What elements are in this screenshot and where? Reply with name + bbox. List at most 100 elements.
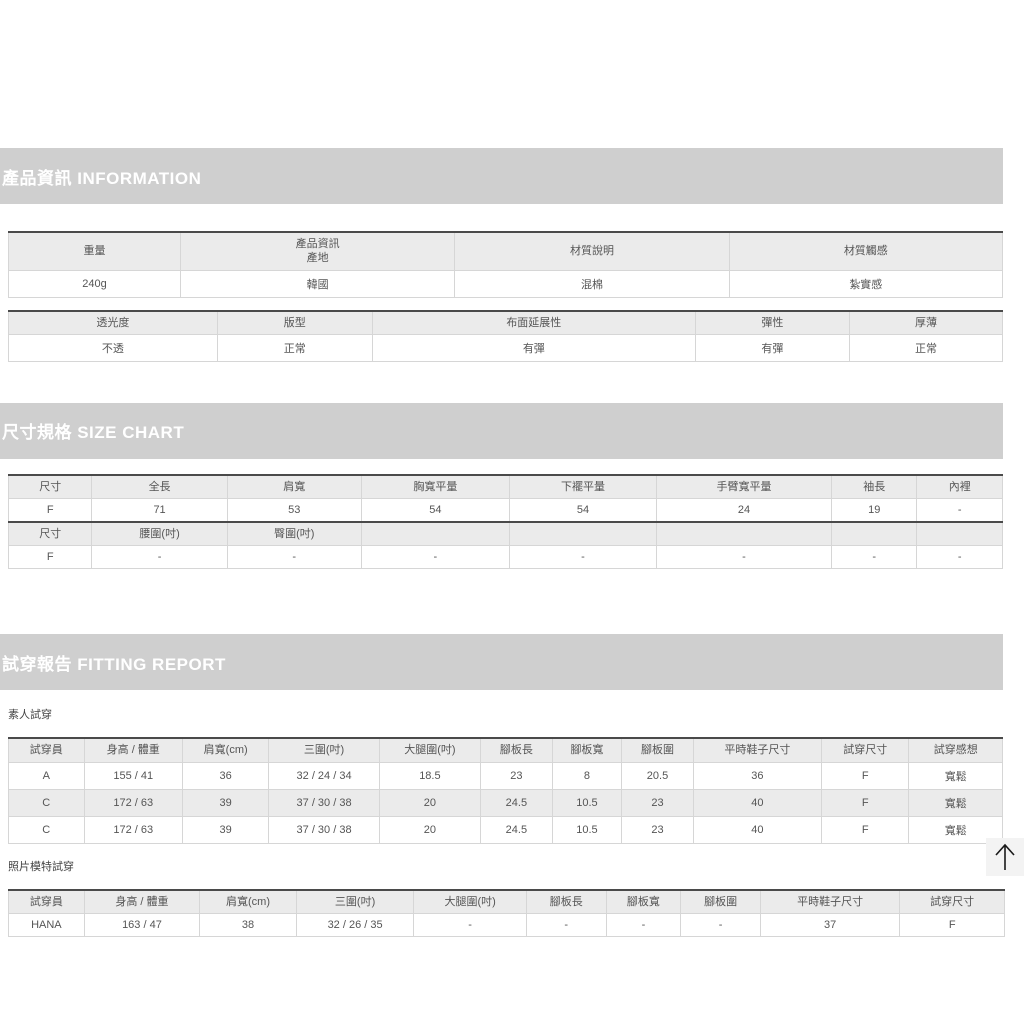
model-fitting-table-wrap: 試穿員 身高 / 體重 肩寬(cm) 三圍(吋) 大腿圍(吋) 腳板長 腳板寬 腳板圍 平時鞋子… (8, 888, 1005, 938)
table-cell: 23 (621, 815, 694, 844)
table-cell: - (830, 545, 918, 570)
table-cell: 40 (692, 815, 823, 844)
table-cell: 54 (508, 498, 658, 523)
table-cell: 155 / 41 (83, 761, 183, 790)
table-row: A 155 / 41 36 32 / 24 / 34 18.5 23 8 20.5 36 F 寬鬆 (8, 761, 1003, 790)
table-cell: - (525, 913, 607, 938)
table-cell: 37 / 30 / 38 (268, 788, 380, 817)
column-header-cell: 肩寬 (226, 474, 362, 500)
table-row: 不透 正常 有彈 有彈 正常 (8, 333, 1004, 362)
column-header-cell (656, 521, 832, 547)
column-header-cell: 彈性 (694, 310, 850, 335)
table-cell: 37 (759, 913, 901, 938)
table-cell: 20 (378, 788, 482, 817)
table-cell: 寬鬆 (908, 815, 1003, 844)
table-cell: 18.5 (378, 761, 482, 790)
table-cell: 韓國 (179, 269, 456, 298)
section-header-fitting-report: 試穿報告 FITTING REPORT (0, 634, 1003, 691)
table-header-row: 試穿員 身高 / 體重 肩寬(cm) 三圍(吋) 大腿圍(吋) 腳板長 腳板寬 腳板圍 平時鞋子… (8, 737, 1003, 763)
column-header-cell: 手臂寬平量 (656, 474, 832, 500)
section-title: 尺寸規格 SIZE CHART (2, 423, 185, 443)
table-cell: - (916, 545, 1003, 570)
fabric-info-table-wrap: 透光度 版型 布面延展性 彈性 厚薄 不透 正常 有彈 有彈 正常 (8, 309, 1004, 362)
table-cell: 172 / 63 (83, 788, 183, 817)
column-header-cell (916, 521, 1003, 547)
table-cell: 32 / 24 / 34 (268, 761, 380, 790)
table-cell: 紮實感 (728, 269, 1004, 298)
table-cell: F (7, 498, 93, 523)
back-to-top-button[interactable] (986, 838, 1024, 876)
size-chart-table: 尺寸 全長 肩寬 胸寬平量 下襬平量 手臂寬平量 袖長 內裡 F 71 53 54 54 24 19- 尺寸腰… (7, 473, 1003, 570)
table-cell: - (916, 498, 1003, 523)
table-cell: 不透 (8, 333, 218, 362)
column-header-cell: 試穿尺寸 (821, 737, 910, 763)
size-chart-table-wrap: 尺寸 全長 肩寬 胸寬平量 下襬平量 手臂寬平量 袖長 內裡 F 71 53 54 54 24 19- 尺寸腰… (7, 473, 1003, 570)
model-fitting-label: 照片模特試穿 (8, 860, 74, 873)
section-header-information: 產品資訊 INFORMATION (0, 148, 1003, 204)
table-cell: F (821, 788, 910, 817)
table-cell: - (413, 913, 527, 938)
table-cell: - (360, 545, 510, 570)
column-header-cell: 版型 (216, 310, 373, 335)
table-cell: 54 (360, 498, 510, 523)
column-header-cell: 試穿員 (8, 737, 85, 763)
table-cell: 寬鬆 (908, 761, 1003, 790)
table-cell: 71 (91, 498, 228, 523)
table-cell: - (605, 913, 682, 938)
table-cell: 39 (181, 788, 270, 817)
column-header-cell: 胸寬平量 (360, 474, 510, 500)
table-header-row: 重量 產品資訊 產地 材質說明 材質觸感 (8, 231, 1004, 271)
column-header-cell (508, 521, 658, 547)
column-header-cell: 臀圍(吋) (226, 521, 362, 547)
model-fitting-table: 試穿員 身高 / 體重 肩寬(cm) 三圍(吋) 大腿圍(吋) 腳板長 腳板寬 腳板圍 平時鞋子… (8, 888, 1005, 938)
column-header-cell: 試穿員 (8, 889, 85, 915)
table-cell: - (226, 545, 362, 570)
column-header-cell: 試穿感想 (908, 737, 1003, 763)
table-cell: 38 (199, 913, 297, 938)
column-header-cell: 腳板圍 (621, 737, 694, 763)
table-cell: - (91, 545, 228, 570)
table-cell: 172 / 63 (83, 815, 183, 844)
table-header-row: 透光度 版型 布面延展性 彈性 厚薄 (8, 310, 1004, 335)
column-header-cell: 產品資訊 產地 (179, 231, 456, 271)
column-header-cell: 腳板寬 (605, 889, 682, 915)
column-header-cell: 大腿圍(吋) (413, 889, 527, 915)
table-cell: C (8, 788, 85, 817)
column-header-cell: 平時鞋子尺寸 (759, 889, 901, 915)
column-header-cell: 袖長 (830, 474, 918, 500)
table-row: HANA 163 / 47 38 32 / 26 / 35- - - -37 F (8, 913, 1005, 938)
column-header-cell: 試穿尺寸 (899, 889, 1005, 915)
table-cell: 53 (226, 498, 362, 523)
table-cell: 36 (692, 761, 823, 790)
table-cell: 10.5 (551, 788, 623, 817)
table-cell: F (821, 815, 910, 844)
up-arrow-icon (995, 843, 1015, 870)
table-cell: 寬鬆 (908, 788, 1003, 817)
table-cell: - (656, 545, 832, 570)
column-header-cell: 材質觸感 (728, 231, 1004, 271)
table-cell: 37 / 30 / 38 (268, 815, 380, 844)
table-cell: 正常 (216, 333, 373, 362)
table-cell: - (680, 913, 761, 938)
table-cell: 163 / 47 (83, 913, 201, 938)
column-header-cell: 透光度 (8, 310, 218, 335)
table-cell: 混棉 (454, 269, 730, 298)
regular-fitting-label: 素人試穿 (8, 709, 52, 722)
column-header-cell: 全長 (91, 474, 228, 500)
table-cell: 24 (656, 498, 832, 523)
column-header-cell (360, 521, 510, 547)
column-header-cell: 尺寸 (7, 521, 93, 547)
table-cell: 240g (8, 269, 181, 298)
regular-fitting-table-wrap: 試穿員 身高 / 體重 肩寬(cm) 三圍(吋) 大腿圍(吋) 腳板長 腳板寬 腳板圍 平時鞋子… (8, 737, 1003, 844)
table-cell: 32 / 26 / 35 (295, 913, 415, 938)
table-cell: 24.5 (480, 815, 553, 844)
table-cell: - (508, 545, 658, 570)
column-header-cell: 內裡 (916, 474, 1003, 500)
table-row: F 71 53 54 54 24 19- (7, 498, 1003, 523)
table-row: 240g 韓國 混棉 紮實感 (8, 269, 1004, 298)
table-cell: 20.5 (621, 761, 694, 790)
table-cell: 8 (551, 761, 623, 790)
table-cell: HANA (8, 913, 85, 938)
column-header-cell: 肩寬(cm) (181, 737, 270, 763)
section-title: 試穿報告 FITTING REPORT (2, 654, 226, 674)
